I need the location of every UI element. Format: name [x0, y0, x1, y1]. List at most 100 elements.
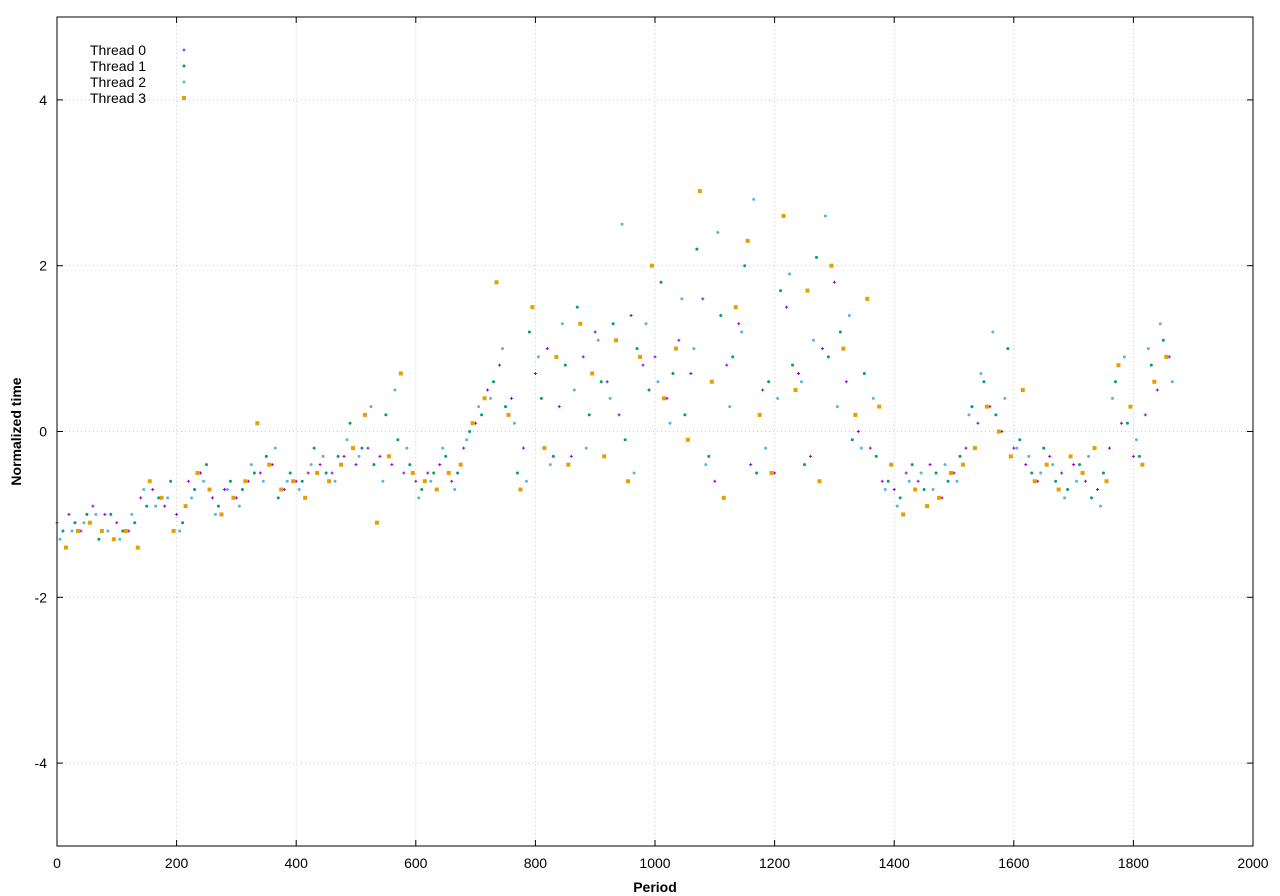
data-point-marker [913, 487, 918, 492]
data-point-marker [740, 330, 744, 334]
data-point-marker [1044, 462, 1049, 467]
data-point-marker [169, 479, 173, 483]
data-point-marker [202, 479, 206, 483]
legend-item-thread-0: Thread 0 [90, 42, 186, 58]
data-point-marker [895, 504, 899, 508]
data-point-marker [960, 462, 965, 467]
data-point-marker [590, 371, 595, 376]
data-point-marker [599, 380, 603, 384]
data-point-marker [163, 504, 167, 508]
data-point-marker [213, 512, 217, 516]
data-point-marker [70, 529, 74, 533]
data-point-marker [1051, 463, 1055, 467]
x-tick-label: 1000 [639, 855, 670, 871]
data-point-marker [426, 471, 430, 475]
data-point-marker [743, 264, 747, 268]
data-point-marker [1107, 446, 1111, 450]
data-point-marker [803, 463, 806, 467]
data-point-marker [1003, 396, 1007, 400]
data-point-marker [719, 313, 723, 317]
data-point-marker [130, 512, 134, 516]
data-point-marker [533, 371, 537, 375]
data-point-marker [422, 479, 427, 484]
axis-ticks: 0 200 400 600 800 1000 1200 1400 1600 1800 2000 -4 -… [35, 17, 1269, 871]
data-point-marker [446, 470, 451, 475]
data-point-marker [123, 528, 128, 533]
data-point-marker [405, 446, 409, 450]
data-point-marker [1099, 504, 1103, 508]
data-point-marker [1140, 462, 1145, 467]
data-point-marker [557, 405, 561, 409]
data-point-marker [853, 412, 858, 417]
data-point-marker [1087, 454, 1091, 458]
data-point-marker [620, 222, 624, 226]
data-point-marker [157, 496, 161, 500]
data-point-marker [602, 454, 607, 459]
data-point-marker [695, 247, 699, 251]
data-point-marker [351, 446, 356, 451]
data-point-marker [886, 479, 890, 483]
data-point-marker [1143, 413, 1147, 417]
data-point-marker [653, 355, 657, 359]
data-point-marker [82, 521, 86, 525]
data-point-marker [545, 347, 549, 351]
data-point-marker [111, 537, 116, 542]
data-point-marker [650, 263, 655, 268]
data-point-marker [249, 463, 253, 467]
data-point-marker [685, 437, 690, 442]
data-point-marker [904, 471, 908, 475]
data-point-marker [207, 487, 212, 492]
data-point-marker [255, 421, 260, 426]
data-point-marker [297, 488, 301, 492]
grid [57, 17, 1253, 846]
x-tick-label: 2000 [1237, 855, 1268, 871]
data-point-marker [408, 463, 412, 467]
data-point-marker [386, 454, 391, 459]
data-point-marker [1039, 471, 1043, 475]
data-point-marker [731, 355, 735, 359]
data-point-marker [133, 521, 137, 525]
data-point-marker [115, 521, 119, 525]
data-point-marker [97, 537, 101, 541]
data-point-marker [402, 471, 406, 475]
data-point-marker [216, 504, 220, 508]
data-point-marker [480, 413, 484, 417]
data-point-marker [1080, 470, 1085, 475]
data-point-marker [638, 354, 643, 359]
data-point-marker [800, 380, 804, 384]
data-point-marker [252, 471, 256, 475]
data-point-marker [659, 280, 663, 284]
data-point-marker [713, 479, 717, 483]
data-point-marker [336, 454, 340, 458]
data-point-marker [656, 380, 660, 384]
data-point-marker [623, 438, 627, 442]
data-point-marker [569, 454, 573, 458]
data-point-marker [1018, 438, 1022, 442]
data-point-marker [410, 470, 415, 475]
data-points [55, 189, 1174, 550]
data-point-marker [512, 421, 516, 425]
data-point-marker [1155, 388, 1159, 392]
data-point-marker [106, 529, 110, 533]
data-point-marker [814, 255, 818, 259]
data-point-marker [1113, 380, 1117, 384]
data-point-marker [937, 495, 942, 500]
data-point-marker [489, 396, 493, 400]
data-point-marker [103, 512, 107, 516]
data-point-marker [554, 354, 559, 359]
series-thread-0 [55, 280, 1171, 533]
data-point-marker [1027, 454, 1031, 458]
data-point-marker [668, 421, 672, 425]
data-point-marker [190, 496, 194, 500]
data-point-marker [85, 512, 89, 516]
data-point-marker [755, 471, 759, 475]
data-point-marker [889, 462, 894, 467]
data-point-marker [1158, 322, 1162, 326]
data-point-marker [901, 512, 906, 517]
data-point-marker [1084, 479, 1088, 483]
data-point-marker [728, 405, 732, 409]
data-point-marker [647, 388, 651, 392]
x-tick-label: 1400 [879, 855, 910, 871]
data-point-marker [865, 296, 870, 301]
data-point-marker [504, 405, 507, 409]
